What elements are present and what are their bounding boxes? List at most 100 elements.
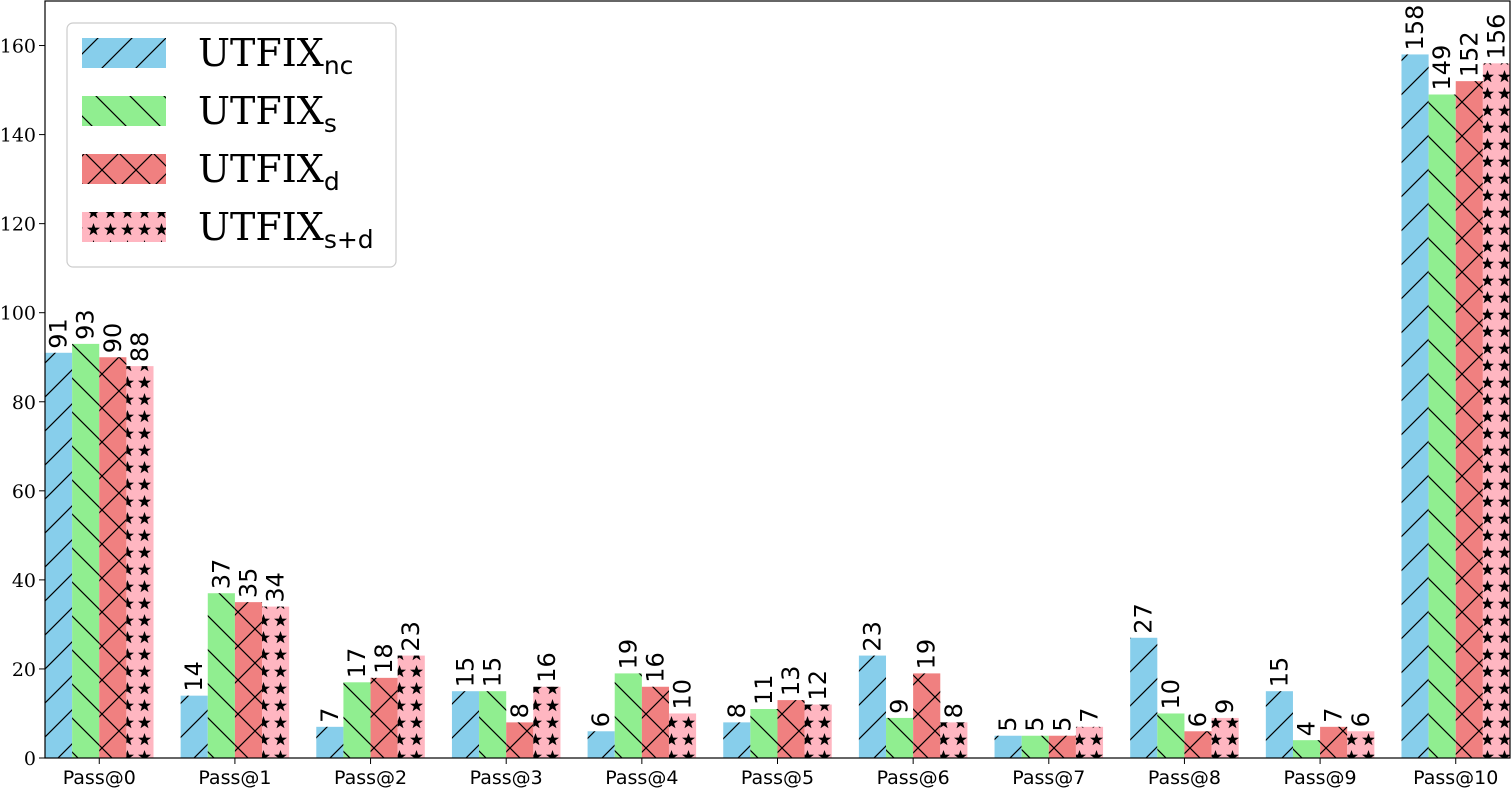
data-label: 91 xyxy=(45,318,73,349)
bar-hatch xyxy=(886,717,914,758)
data-label: 93 xyxy=(72,309,100,340)
bar-hatch xyxy=(262,606,290,758)
data-label: 19 xyxy=(614,639,642,670)
data-label: 13 xyxy=(777,666,805,697)
data-label: 9 xyxy=(886,699,914,714)
data-label: 90 xyxy=(99,323,127,354)
bar-hatch xyxy=(370,677,398,758)
data-label: 4 xyxy=(1293,721,1321,736)
bar-hatch xyxy=(1157,713,1185,758)
data-label: 8 xyxy=(940,703,968,718)
data-label: 34 xyxy=(262,572,290,603)
data-label: 18 xyxy=(370,643,398,674)
x-tick-label: Pass@0 xyxy=(63,767,136,789)
data-label: 14 xyxy=(180,661,208,692)
legend-swatch-hatch xyxy=(82,154,166,184)
data-label: 5 xyxy=(1021,716,1049,731)
bar-hatch xyxy=(1292,740,1321,758)
y-tick-label: 140 xyxy=(0,125,36,147)
x-tick-label: Pass@9 xyxy=(1284,767,1357,789)
bar-hatch xyxy=(994,735,1022,758)
bar-hatch xyxy=(1401,54,1429,758)
x-tick-label: Pass@4 xyxy=(605,767,678,789)
y-tick-label: 60 xyxy=(12,481,36,503)
data-label: 6 xyxy=(587,712,615,727)
data-label: 10 xyxy=(1157,679,1185,710)
data-label: 7 xyxy=(1075,708,1103,723)
data-label: 37 xyxy=(207,559,235,590)
legend-entry: UTFIXs xyxy=(198,89,337,138)
bar-hatch xyxy=(1048,735,1076,758)
legend-box xyxy=(66,22,397,268)
bar-hatch xyxy=(316,726,344,758)
bar-hatch xyxy=(506,722,534,758)
data-label: 8 xyxy=(506,703,534,718)
x-tick-label: Pass@10 xyxy=(1413,767,1498,789)
data-label: 19 xyxy=(913,639,941,670)
data-label: 158 xyxy=(1401,5,1429,51)
bar-hatch xyxy=(858,655,887,758)
y-tick-label: 120 xyxy=(0,214,36,236)
y-tick-label: 160 xyxy=(0,36,36,58)
legend-entry: UTFIXd xyxy=(198,147,340,196)
data-label: 7 xyxy=(1320,708,1348,723)
bar-hatch xyxy=(750,709,778,758)
data-label: 27 xyxy=(1130,603,1158,634)
bar-hatch xyxy=(641,686,669,758)
data-label: 149 xyxy=(1428,45,1456,91)
data-label: 15 xyxy=(479,657,507,688)
data-label: 17 xyxy=(343,648,371,679)
legend-entry: UTFIXs+d xyxy=(198,205,374,254)
bar-hatch xyxy=(1347,731,1375,758)
data-label: 35 xyxy=(234,568,262,599)
bar-hatch xyxy=(614,673,642,758)
x-tick-label: Pass@6 xyxy=(877,767,950,789)
data-label: 12 xyxy=(804,670,832,701)
bar-hatch xyxy=(479,691,507,758)
x-tick-label: Pass@8 xyxy=(1148,767,1221,789)
bar-hatch xyxy=(45,352,73,758)
bar-hatch xyxy=(1320,726,1348,758)
x-tick-label: Pass@3 xyxy=(470,767,543,789)
data-label: 10 xyxy=(669,679,697,710)
data-label: 6 xyxy=(1347,712,1375,727)
data-label: 156 xyxy=(1482,14,1510,60)
bar-hatch xyxy=(940,722,968,758)
bar-hatch xyxy=(1130,637,1158,758)
y-tick-label: 80 xyxy=(12,392,36,414)
bar-hatch xyxy=(234,602,263,758)
data-label: 9 xyxy=(1211,699,1239,714)
data-label: 5 xyxy=(1048,716,1076,731)
bar-hatch xyxy=(343,682,371,758)
y-tick-label: 20 xyxy=(12,659,36,681)
bar-hatch xyxy=(804,704,832,758)
bar-hatch xyxy=(1428,94,1456,758)
bar-hatch xyxy=(1184,731,1212,758)
bar-hatch xyxy=(99,357,127,758)
bar-hatch xyxy=(1482,63,1510,758)
data-label: 6 xyxy=(1184,712,1212,727)
bar-hatch xyxy=(72,343,100,758)
data-label: 11 xyxy=(750,674,778,705)
data-label: 152 xyxy=(1455,31,1483,77)
data-label: 16 xyxy=(533,652,561,683)
x-tick-label: Pass@1 xyxy=(198,767,271,789)
bar-hatch xyxy=(533,686,561,758)
legend-swatch-hatch xyxy=(82,38,166,68)
bar-hatch xyxy=(723,722,751,758)
data-label: 88 xyxy=(126,332,154,363)
x-tick-label: Pass@7 xyxy=(1012,767,1085,789)
y-tick-label: 40 xyxy=(12,570,36,592)
x-tick-label: Pass@2 xyxy=(334,767,407,789)
y-tick-label: 0 xyxy=(24,748,36,770)
legend-swatch-hatch xyxy=(82,212,166,242)
data-label: 15 xyxy=(452,657,480,688)
bar-hatch xyxy=(126,366,154,758)
bar-hatch xyxy=(1455,81,1483,758)
legend-entry: UTFIXnc xyxy=(198,31,353,80)
data-label: 7 xyxy=(316,708,344,723)
x-tick-label: Pass@5 xyxy=(741,767,814,789)
data-label: 8 xyxy=(723,703,751,718)
